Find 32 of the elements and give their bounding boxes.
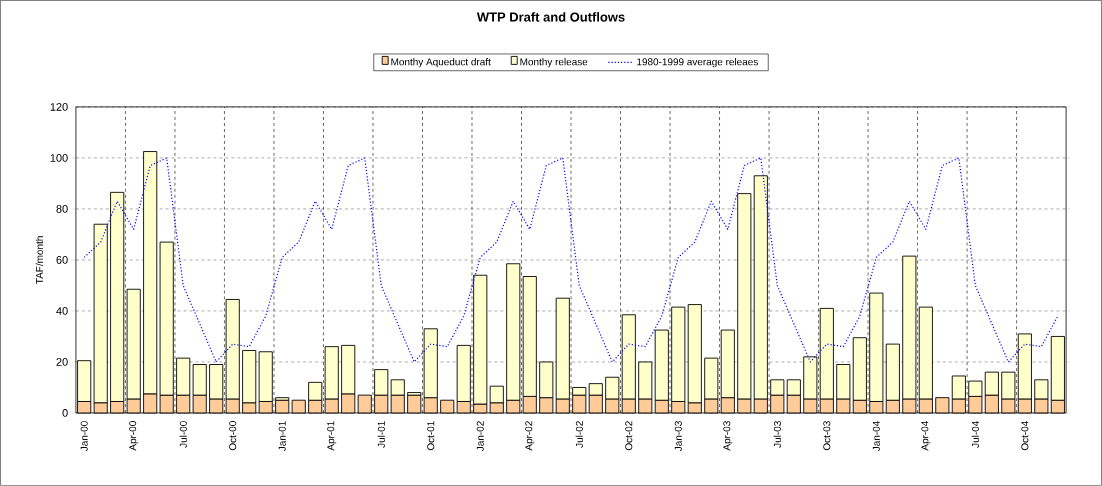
x-tick-label: Apr-04 [921, 421, 931, 451]
y-tick-label: 60 [56, 256, 68, 264]
x-tick-label: Oct-04 [1021, 421, 1029, 451]
legend-label: Monthy release [520, 58, 588, 68]
x-tick-label: Oct-03 [823, 421, 831, 451]
x-tick-label: Jul-03 [773, 421, 781, 448]
x-tick-label: Apr-03 [723, 421, 733, 451]
x-tick-label: Oct-02 [625, 421, 633, 451]
x-tick-label: Jul-00 [179, 421, 187, 448]
x-tick-label: Jul-01 [377, 421, 385, 448]
y-tick-label: 120 [50, 103, 68, 111]
x-tick-label: Oct-00 [229, 421, 237, 451]
x-tick-label: Jan-04 [872, 421, 880, 452]
x-tick-label: Oct-01 [427, 421, 435, 451]
y-tick-label: 20 [56, 358, 68, 366]
x-tick-label: Jul-04 [971, 421, 979, 448]
x-tick-label: Jan-02 [476, 421, 484, 452]
legend-label: 1980-1999 average releaes [637, 58, 758, 68]
y-axis-title: TAF/month [35, 236, 44, 285]
x-tick-label: Jan-03 [674, 421, 682, 452]
legend-label: Monthy Aqueduct draft [391, 58, 491, 68]
y-tick-label: 100 [50, 154, 68, 162]
y-tick-label: 40 [56, 307, 68, 315]
x-tick-label: Jan-01 [278, 421, 286, 452]
x-tick-label: Apr-01 [327, 421, 337, 451]
x-tick-label: Jan-00 [80, 421, 88, 452]
y-tick-label: 80 [56, 205, 68, 213]
x-tick-label: Apr-02 [525, 421, 535, 451]
x-tick-label: Apr-00 [129, 421, 139, 451]
chart-title: WTP Draft and Outflows [476, 12, 625, 22]
y-tick-label: 0 [62, 409, 68, 417]
x-tick-label: Jul-02 [575, 421, 583, 448]
